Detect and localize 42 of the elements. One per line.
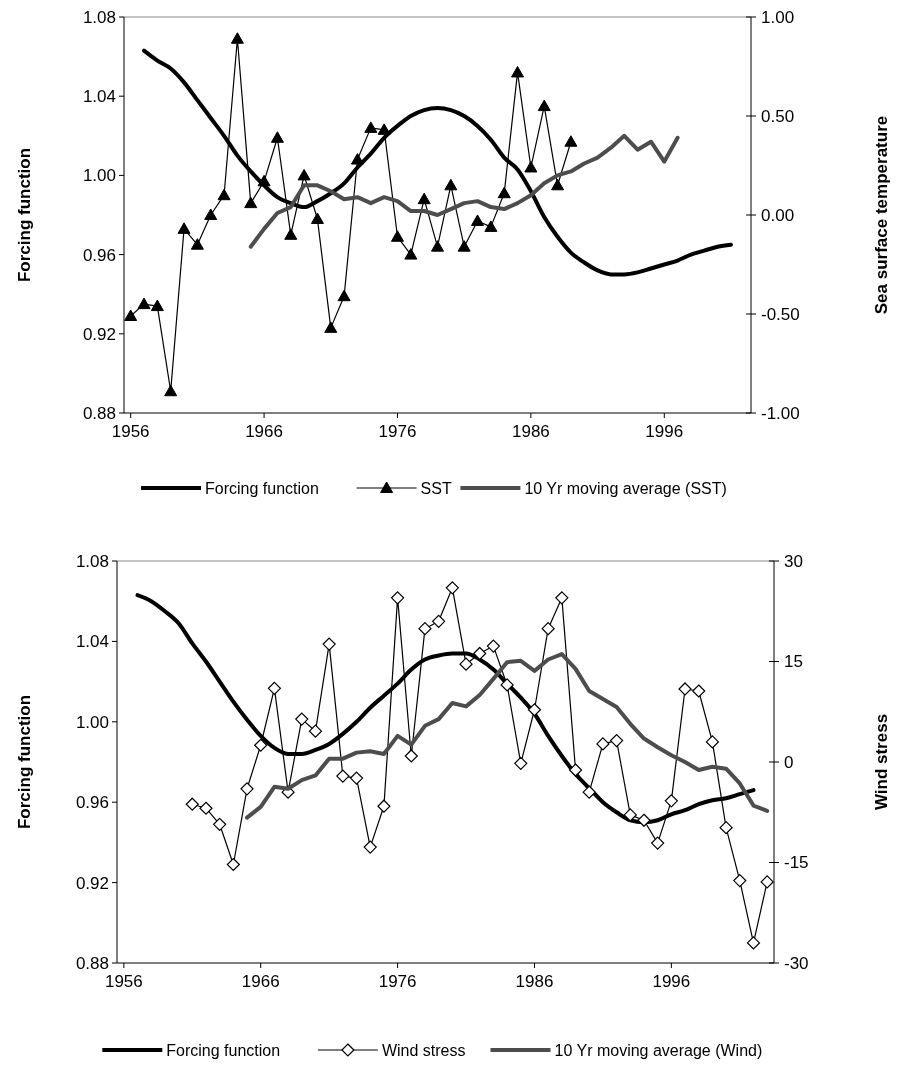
y2-axis-title: Sea surface temperature	[871, 115, 891, 315]
y2-tick-label: -1.00	[761, 403, 800, 423]
y-axis-title: Forcing function	[14, 694, 34, 830]
x-tick-label: 1986	[511, 422, 550, 441]
x-tick-label: 1976	[378, 972, 417, 991]
legend-label: 10 Yr moving average (Wind)	[554, 1041, 763, 1059]
y-tick-label: 1.08	[75, 551, 109, 571]
legend-label: Forcing function	[166, 1041, 281, 1059]
x-tick-label: 1956	[104, 972, 143, 991]
y-tick-label: 0.88	[82, 403, 116, 423]
y2-tick-label: 0.50	[761, 106, 795, 126]
y2-tick-label: 1.00	[761, 7, 795, 27]
y-tick-label: 0.96	[82, 245, 116, 265]
y-tick-label: 0.92	[82, 324, 116, 344]
y2-tick-label: 30	[784, 551, 803, 571]
x-tick-label: 1956	[111, 422, 150, 441]
x-tick-label: 1996	[645, 422, 684, 441]
y-tick-label: 1.04	[82, 87, 116, 107]
y-tick-label: 1.08	[82, 7, 116, 27]
y-tick-label: 1.00	[75, 712, 109, 732]
x-tick-label: 1976	[378, 422, 417, 441]
y2-tick-label: 15	[784, 652, 803, 672]
y2-tick-label: -15	[784, 853, 809, 873]
y2-tick-label: -0.50	[761, 304, 800, 324]
x-tick-label: 1996	[652, 972, 691, 991]
legend-label: Forcing function	[205, 479, 319, 497]
legend-label: 10 Yr moving average (SST)	[524, 479, 727, 497]
y2-tick-label: -30	[784, 953, 809, 973]
y-tick-label: 0.92	[75, 873, 109, 893]
y2-tick-label: 0	[784, 752, 794, 772]
x-tick-label: 1966	[241, 972, 280, 991]
x-tick-label: 1986	[515, 972, 554, 991]
y-tick-label: 0.96	[75, 793, 109, 813]
legend-label: Wind stress	[381, 1041, 466, 1059]
y-tick-label: 1.04	[75, 632, 109, 652]
legend-label: SST	[420, 479, 452, 497]
y2-tick-label: 0.00	[761, 205, 795, 225]
y-axis-title: Forcing function	[14, 147, 34, 283]
y-tick-label: 1.00	[82, 166, 116, 186]
y2-axis-title: Wind stress	[871, 713, 891, 811]
x-tick-label: 1966	[245, 422, 283, 441]
y-tick-label: 0.88	[75, 953, 109, 973]
